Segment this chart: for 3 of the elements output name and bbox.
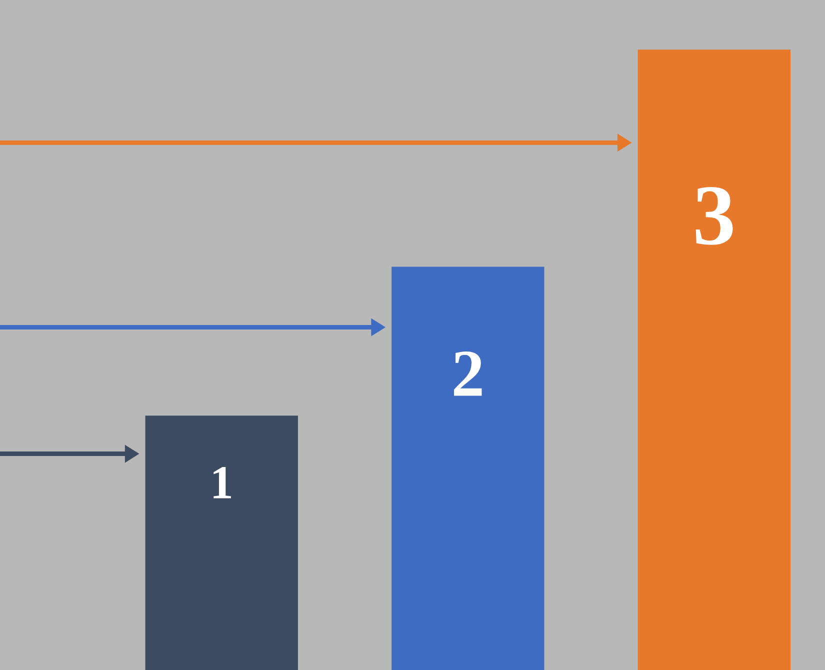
x-tick-label: 3: [696, 187, 733, 245]
x-tick-label: 2: [454, 352, 482, 396]
x-tick-label: 1: [214, 467, 232, 498]
